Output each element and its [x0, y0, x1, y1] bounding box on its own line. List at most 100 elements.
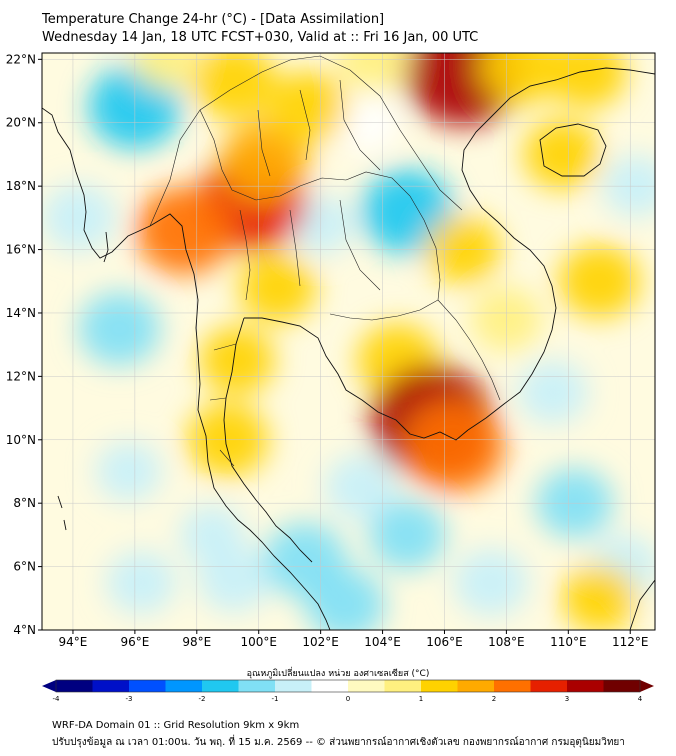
colorbar-min-arrow [42, 680, 56, 692]
lon-tick-label: 106°E [426, 635, 463, 649]
border-line [149, 55, 463, 227]
coastlines [42, 67, 655, 630]
lat-tick-label: 16°N [6, 243, 36, 257]
borneo-coast [629, 579, 655, 630]
lat-tick-label: 10°N [6, 433, 36, 447]
lon-tick-label: 110°E [550, 635, 587, 649]
lon-tick-label: 104°E [364, 635, 401, 649]
border-line [239, 199, 381, 301]
chart-subtitle: Wednesday 14 Jan, 18 UTC FCST+030, Valid… [42, 30, 479, 45]
field-blob [480, 53, 564, 104]
colorbar-ticks: -4 -3 -2 -1 0 1 2 3 4 [53, 695, 643, 703]
vietnam-coast-line [461, 67, 655, 431]
colorbar-segment [603, 680, 641, 692]
colorbar-tick-label: -2 [199, 695, 206, 703]
map-frame [41, 52, 656, 631]
field-blob [547, 53, 627, 109]
colorbar-tick-label: 0 [346, 695, 350, 703]
lon-tick-label: 112°E [612, 635, 649, 649]
colorbar-tick-label: 1 [419, 695, 423, 703]
field-blob [561, 564, 637, 630]
field-blob [78, 291, 161, 366]
andaman-islands [103, 231, 109, 263]
colorbar-tick-label: 4 [638, 695, 643, 703]
gulf-coast-line [244, 317, 469, 441]
field-blob [368, 499, 446, 570]
lat-axis: 22°N 20°N 18°N 16°N 14°N 12°N 10°N 8°N 6°N 4°N [6, 52, 42, 637]
colorbar-segment [384, 680, 422, 692]
colorbar [42, 679, 654, 693]
lon-tick-label: 102°E [302, 635, 339, 649]
colorbar-outline [55, 679, 641, 693]
lat-tick-label: 8°N [13, 496, 36, 510]
field-blob [517, 360, 589, 425]
colorbar-segment [202, 680, 239, 692]
lat-tick-label: 14°N [6, 306, 36, 320]
chart-title: Temperature Change 24-hr (°C) - [Data As… [42, 12, 385, 27]
field-blob [268, 70, 348, 143]
field-blob [136, 186, 233, 275]
colorbar-segment [348, 680, 385, 692]
lon-tick-label: 100°E [240, 635, 277, 649]
field-blob [132, 53, 199, 90]
colorbar-segment [238, 680, 276, 692]
west-coast-line [42, 107, 331, 630]
lon-tick-label: 108°E [488, 635, 525, 649]
border-line [209, 343, 237, 467]
colorbar-segment [494, 680, 531, 692]
lat-tick-label: 18°N [6, 179, 36, 193]
colorbar-segment [567, 680, 604, 692]
lon-tick-label: 98°E [182, 635, 211, 649]
colorbar-max-arrow [640, 680, 654, 692]
colorbar-tick-label: -3 [126, 695, 133, 703]
border-line [257, 79, 381, 177]
field-blob [305, 568, 385, 630]
field-blob [238, 252, 316, 323]
field-blob [361, 169, 454, 254]
colorbar-tick-label: 2 [492, 695, 496, 703]
nicobar-islands [57, 495, 67, 531]
lon-axis: 94°E 96°E 98°E 100°E 102°E 104°E 106°E 108°E 110… [59, 630, 649, 649]
field-blob [105, 550, 177, 615]
field-blob [197, 546, 271, 613]
colorbar-segment [92, 680, 130, 692]
field-blob [324, 454, 398, 521]
colorbar-segment [275, 680, 312, 692]
lat-tick-label: 20°N [6, 116, 36, 130]
colorbar-tick-label: -4 [53, 695, 61, 703]
graticule [42, 53, 655, 630]
footer-line-1: WRF-DA Domain 01 :: Grid Resolution 9km … [52, 720, 300, 731]
colorbar-segment [165, 680, 203, 692]
colorbar-segment [457, 680, 495, 692]
field-blob [453, 548, 529, 617]
field-blob [95, 441, 162, 502]
lat-tick-label: 4°N [13, 623, 36, 637]
field-blob [336, 53, 410, 93]
colorbar-segment [129, 680, 166, 692]
border-line [437, 299, 501, 401]
colorbar-segment [56, 680, 93, 692]
colorbar-segment [421, 680, 458, 692]
border-line [199, 109, 441, 321]
lat-tick-label: 6°N [13, 560, 36, 574]
lon-tick-label: 96°E [120, 635, 149, 649]
field-blob [523, 119, 601, 190]
field-blob [199, 326, 275, 395]
borders [149, 55, 501, 467]
field-blob [42, 183, 117, 252]
lon-tick-label: 94°E [59, 635, 88, 649]
lat-tick-label: 12°N [6, 369, 36, 383]
colorbar-tick-label: -1 [272, 695, 279, 703]
lat-tick-label: 22°N [6, 52, 36, 66]
field-blob [403, 400, 505, 493]
colorbar-segment [311, 680, 349, 692]
colorbar-label: อุณหภูมิเปลี่ยนแปลง หน่วย องศาเซลเซียส (… [246, 669, 430, 679]
colorbar-tick-label: 3 [565, 695, 569, 703]
field-blob [192, 53, 276, 120]
field-blob [558, 244, 640, 319]
colorbar-segment [530, 680, 568, 692]
hainan-island [539, 123, 607, 177]
peninsula-east-coast [223, 317, 313, 563]
footer-line-2: ปรับปรุงข้อมูล ณ เวลา 01:00น. วัน พฤ. ที… [52, 737, 625, 748]
